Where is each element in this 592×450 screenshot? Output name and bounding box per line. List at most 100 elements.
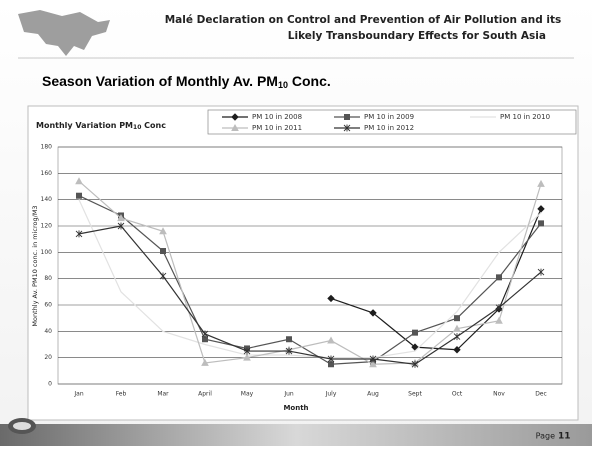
marker — [117, 222, 125, 230]
title-text: Conc. — [288, 73, 331, 89]
chart-title-text: Conc — [141, 121, 166, 130]
series-line — [78, 199, 542, 359]
y-tick-label: 80 — [44, 275, 52, 282]
page-label: Page — [536, 432, 555, 441]
legend — [207, 109, 577, 135]
legend-label: PM 10 in 2008 — [252, 113, 302, 121]
logo-map — [18, 10, 110, 56]
series-line — [78, 225, 542, 365]
marker — [495, 304, 503, 312]
footer-bar — [0, 424, 592, 446]
marker — [369, 355, 377, 363]
y-tick-label: 0 — [48, 381, 52, 388]
marker — [75, 177, 83, 185]
x-axis-label: Month — [283, 404, 308, 412]
chart-title-sub: 10 — [133, 124, 141, 131]
x-tick-label: Feb — [116, 391, 127, 398]
legend-marker — [343, 124, 351, 132]
marker — [456, 311, 458, 313]
header-line: Likely Transboundary Effects for South A… — [288, 30, 546, 42]
marker — [454, 315, 460, 322]
marker — [75, 230, 83, 238]
x-tick-label: Nov — [493, 391, 505, 398]
legend-label: PM 10 in 2010 — [500, 113, 550, 121]
y-tick-label: 140 — [41, 196, 53, 203]
marker — [328, 361, 334, 368]
marker — [412, 329, 418, 336]
marker — [537, 205, 545, 213]
series-line — [78, 195, 542, 365]
header-line: Malé Declaration on Control and Preventi… — [165, 14, 562, 26]
slide-title: Season Variation of Monthly Av. PM10 Con… — [42, 73, 331, 91]
y-tick-label: 20 — [44, 354, 52, 361]
legend-marker — [344, 114, 350, 120]
marker — [243, 347, 251, 355]
marker — [159, 272, 167, 280]
x-tick-label: Dec — [535, 391, 547, 398]
legend-label: PM 10 in 2011 — [252, 124, 302, 132]
series-line — [330, 208, 542, 351]
marker — [204, 344, 206, 346]
marker — [202, 336, 208, 343]
chart-title: Monthly Variation PM10 Conc — [36, 121, 166, 131]
marker — [120, 291, 122, 293]
marker — [162, 330, 164, 332]
y-tick-label: 40 — [44, 328, 52, 335]
marker — [201, 330, 209, 338]
legend-marker — [231, 113, 239, 121]
marker — [496, 274, 502, 281]
x-tick-label: Sept — [408, 391, 422, 398]
x-tick-label: April — [198, 391, 212, 398]
legend-label: PM 10 in 2012 — [364, 124, 414, 132]
marker — [538, 220, 544, 227]
marker — [537, 179, 545, 187]
x-tick-label: Oct — [452, 391, 463, 398]
marker — [286, 336, 292, 343]
marker — [369, 309, 377, 317]
marker — [495, 316, 503, 324]
marker — [76, 192, 82, 199]
x-tick-label: Aug — [367, 391, 379, 398]
marker — [498, 251, 500, 253]
x-tick-label: May — [241, 391, 254, 398]
marker — [414, 350, 416, 352]
marker — [78, 199, 80, 201]
marker — [411, 343, 419, 351]
marker — [117, 214, 125, 222]
legend-marker — [231, 123, 239, 131]
y-tick-label: 160 — [41, 170, 53, 177]
page-number: 11 — [558, 432, 571, 442]
marker — [327, 355, 335, 363]
marker — [453, 324, 461, 332]
marker — [453, 333, 461, 341]
x-tick-label: July — [325, 391, 337, 398]
marker — [453, 346, 461, 354]
marker — [540, 212, 542, 214]
footer-logo — [13, 422, 31, 430]
y-axis-label: Monthly Av. PM10 conc. in microg/M3 — [31, 205, 39, 326]
legend-label: PM 10 in 2009 — [364, 113, 414, 121]
marker — [411, 360, 419, 368]
chart-title-text: Monthly Variation PM — [36, 121, 133, 130]
y-tick-label: 180 — [41, 144, 53, 151]
marker — [285, 347, 293, 355]
title-text: Season Variation of Monthly Av. PM — [42, 73, 278, 89]
marker — [327, 294, 335, 303]
plot-area — [57, 146, 563, 385]
x-tick-label: Jan — [73, 391, 83, 398]
marker — [537, 268, 545, 276]
x-tick-label: Mar — [157, 391, 169, 398]
series-line — [78, 180, 542, 365]
plot: 0 20 40 60 80 100 120 140 160 180 Jan Feb Mar April Ma… — [41, 144, 563, 398]
marker — [369, 360, 377, 368]
y-tick-label: 60 — [44, 302, 52, 309]
y-tick-label: 120 — [41, 223, 53, 230]
marker — [243, 353, 251, 361]
marker — [201, 358, 209, 366]
marker — [327, 336, 335, 344]
y-tick-label: 100 — [41, 249, 53, 256]
marker — [159, 227, 167, 235]
marker — [160, 248, 166, 255]
x-tick-label: Jun — [283, 391, 294, 398]
